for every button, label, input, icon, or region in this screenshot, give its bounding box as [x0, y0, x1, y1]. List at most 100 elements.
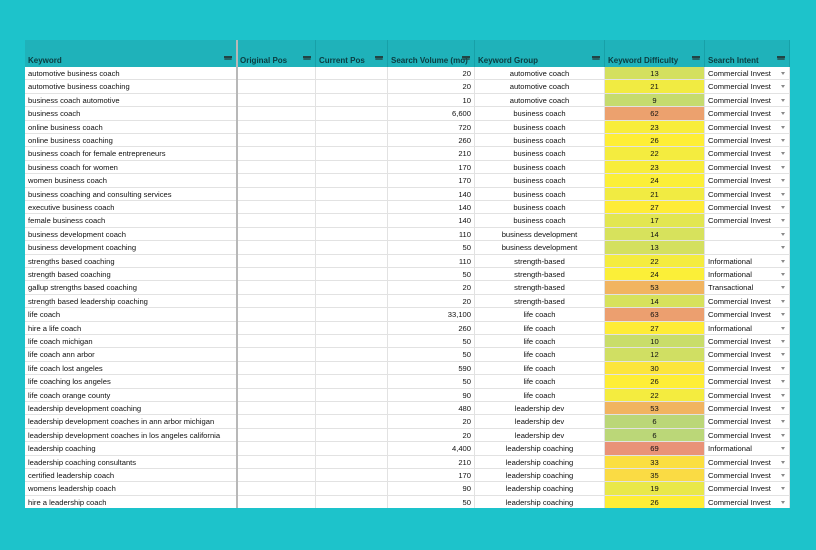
search-intent[interactable]: Commercial Invest: [705, 67, 790, 81]
original-pos: [237, 67, 316, 81]
keyword: business coach for women: [25, 160, 237, 175]
search-volume: 170: [388, 469, 475, 483]
keyword: strengths based coaching: [25, 254, 237, 268]
search-intent[interactable]: Commercial Invest: [705, 147, 790, 161]
keyword-group: business coach: [475, 134, 605, 148]
column-header[interactable]: Keyword: [25, 40, 237, 67]
search-intent[interactable]: Commercial Invest: [705, 174, 790, 188]
search-volume: 90: [388, 482, 475, 496]
search-intent[interactable]: Commercial Invest: [705, 469, 790, 483]
original-pos: [237, 201, 316, 215]
column-header[interactable]: Keyword Difficulty: [605, 40, 705, 67]
column-header[interactable]: Search Intent: [705, 40, 790, 67]
search-volume: 20: [388, 80, 475, 94]
column-header[interactable]: Search Volume (mo): [388, 40, 475, 67]
search-intent[interactable]: Commercial Invest: [705, 214, 790, 228]
search-intent[interactable]: Commercial Invest: [705, 402, 790, 416]
search-intent[interactable]: [705, 227, 790, 242]
keyword: automotive business coach: [25, 67, 237, 81]
search-intent[interactable]: Informational: [705, 254, 790, 268]
keyword-group: automotive coach: [475, 93, 605, 108]
search-intent[interactable]: Commercial Invest: [705, 415, 790, 429]
current-pos: [316, 254, 388, 268]
search-intent[interactable]: Commercial Invest: [705, 375, 790, 389]
current-pos: [316, 348, 388, 362]
column-header[interactable]: Original Pos: [237, 40, 316, 67]
search-volume: 210: [388, 147, 475, 161]
search-volume: 260: [388, 134, 475, 148]
search-intent[interactable]: Commercial Invest: [705, 93, 790, 108]
keyword-group: leadership coaching: [475, 442, 605, 456]
search-intent[interactable]: Commercial Invest: [705, 80, 790, 94]
keyword-difficulty: 13: [605, 67, 705, 81]
keyword: executive business coach: [25, 201, 237, 215]
search-intent[interactable]: Commercial Invest: [705, 495, 790, 508]
current-pos: [316, 482, 388, 496]
keyword: business coach for female entrepreneurs: [25, 147, 237, 161]
search-intent[interactable]: Commercial Invest: [705, 335, 790, 349]
keyword-difficulty: 62: [605, 107, 705, 121]
search-intent[interactable]: Commercial Invest: [705, 134, 790, 148]
keyword: womens leadership coach: [25, 482, 237, 496]
search-intent[interactable]: Commercial Invest: [705, 388, 790, 402]
original-pos: [237, 93, 316, 108]
search-intent[interactable]: Commercial Invest: [705, 308, 790, 322]
keyword: strength based leadership coaching: [25, 294, 237, 309]
original-pos: [237, 174, 316, 188]
spreadsheet: Keyword Original Pos Current Pos Search Vol…: [25, 40, 790, 508]
search-intent[interactable]: [705, 241, 790, 255]
current-pos: [316, 428, 388, 443]
current-pos: [316, 308, 388, 322]
keyword-difficulty: 6: [605, 415, 705, 429]
current-pos: [316, 120, 388, 134]
current-pos: [316, 241, 388, 255]
search-intent[interactable]: Commercial Invest: [705, 120, 790, 134]
search-intent[interactable]: Informational: [705, 268, 790, 282]
keyword: female business coach: [25, 214, 237, 228]
keyword: leadership coaching consultants: [25, 455, 237, 469]
keyword-group: automotive coach: [475, 80, 605, 94]
keyword-group: life coach: [475, 308, 605, 322]
search-volume: 10: [388, 93, 475, 108]
search-intent[interactable]: Informational: [705, 442, 790, 456]
search-intent[interactable]: Commercial Invest: [705, 187, 790, 201]
search-intent[interactable]: Commercial Invest: [705, 201, 790, 215]
current-pos: [316, 214, 388, 228]
search-intent[interactable]: Commercial Invest: [705, 294, 790, 309]
search-intent[interactable]: Commercial Invest: [705, 348, 790, 362]
keyword-difficulty: 10: [605, 335, 705, 349]
keyword-difficulty: 26: [605, 134, 705, 148]
keyword-difficulty: 23: [605, 120, 705, 134]
search-volume: 33,100: [388, 308, 475, 322]
current-pos: [316, 442, 388, 456]
search-intent[interactable]: Commercial Invest: [705, 428, 790, 443]
search-intent[interactable]: Commercial Invest: [705, 361, 790, 376]
keyword: life coach orange county: [25, 388, 237, 402]
search-intent[interactable]: Commercial Invest: [705, 455, 790, 469]
current-pos: [316, 402, 388, 416]
keyword: automotive business coaching: [25, 80, 237, 94]
search-intent[interactable]: Informational: [705, 321, 790, 335]
current-pos: [316, 455, 388, 469]
column-header[interactable]: Keyword Group: [475, 40, 605, 67]
search-intent[interactable]: Commercial Invest: [705, 482, 790, 496]
search-intent[interactable]: Transactional: [705, 281, 790, 295]
search-intent[interactable]: Commercial Invest: [705, 160, 790, 175]
keyword-difficulty: 27: [605, 201, 705, 215]
search-intent[interactable]: Commercial Invest: [705, 107, 790, 121]
keyword-group: business development: [475, 241, 605, 255]
keyword-group: business development: [475, 227, 605, 242]
keyword-group: life coach: [475, 321, 605, 335]
search-volume: 260: [388, 321, 475, 335]
keyword: leadership coaching: [25, 442, 237, 456]
column-header[interactable]: Current Pos: [316, 40, 388, 67]
original-pos: [237, 187, 316, 201]
original-pos: [237, 281, 316, 295]
original-pos: [237, 335, 316, 349]
keyword: online business coaching: [25, 134, 237, 148]
original-pos: [237, 361, 316, 376]
current-pos: [316, 147, 388, 161]
original-pos: [237, 107, 316, 121]
keyword-group: leadership coaching: [475, 469, 605, 483]
search-volume: 590: [388, 361, 475, 376]
